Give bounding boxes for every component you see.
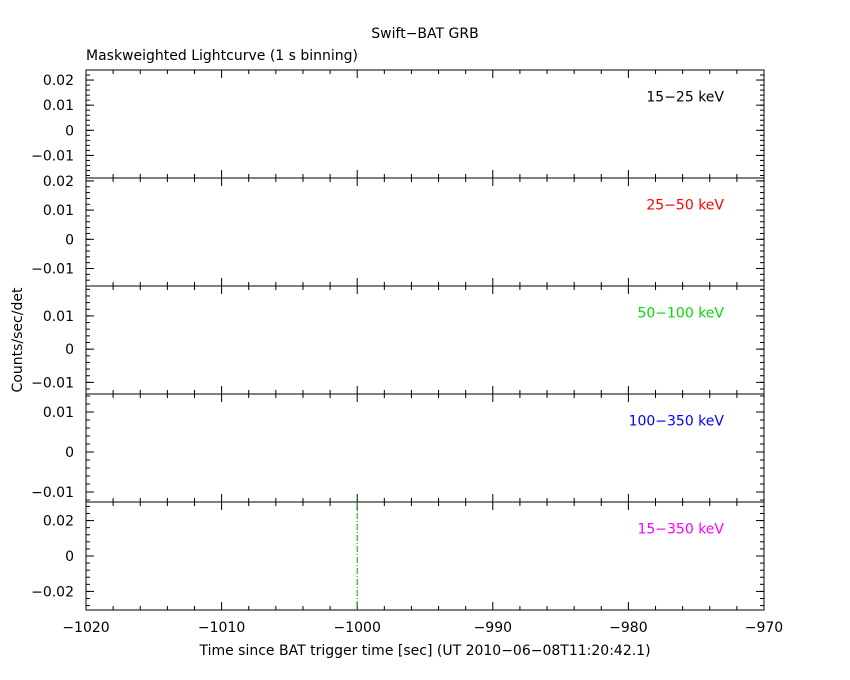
x-axis-label: Time since BAT trigger time [sec] (UT 20… <box>198 643 650 659</box>
y-tick-label: −0.01 <box>31 485 74 501</box>
y-tick-label: 0 <box>65 123 74 139</box>
y-tick-label: 0 <box>65 232 74 248</box>
y-tick-label: 0.02 <box>43 514 74 530</box>
y-tick-label: 0.01 <box>43 203 74 219</box>
panel-frame <box>85 69 765 179</box>
y-tick-label: −0.01 <box>31 375 74 391</box>
panel-band-label: 100−350 keV <box>629 413 725 429</box>
x-tick-label: −990 <box>474 620 512 636</box>
y-tick-label: −0.02 <box>31 584 74 600</box>
chart-title: Swift−BAT GRB <box>371 26 478 42</box>
x-tick-label: −980 <box>609 620 647 636</box>
panel-band-label: 25−50 keV <box>646 197 724 213</box>
y-tick-label: 0.02 <box>43 174 74 190</box>
x-tick-label: −1020 <box>62 620 109 636</box>
x-tick-label: −970 <box>745 620 783 636</box>
x-tick-label: −1010 <box>198 620 245 636</box>
panel-frame <box>85 501 765 611</box>
x-tick-label: −1000 <box>334 620 381 636</box>
panel-band-label: 15−350 keV <box>637 521 724 537</box>
y-tick-label: 0.01 <box>43 405 74 421</box>
panel-frame <box>85 393 765 503</box>
y-tick-label: 0.02 <box>43 73 74 89</box>
chart-subtitle: Maskweighted Lightcurve (1 s binning) <box>86 48 358 64</box>
panel-frame <box>85 177 765 287</box>
y-tick-label: 0 <box>65 342 74 358</box>
y-tick-label: 0 <box>65 445 74 461</box>
panel-band-label: 15−25 keV <box>646 89 724 105</box>
y-axis-label: Counts/sec/det <box>10 287 26 392</box>
y-tick-label: 0 <box>65 549 74 565</box>
y-tick-label: −0.01 <box>31 261 74 277</box>
panel-frame <box>85 285 765 395</box>
y-tick-label: 0.01 <box>43 309 74 325</box>
y-tick-label: 0.01 <box>43 98 74 114</box>
panel-band-label: 50−100 keV <box>637 305 724 321</box>
y-tick-label: −0.01 <box>31 148 74 164</box>
